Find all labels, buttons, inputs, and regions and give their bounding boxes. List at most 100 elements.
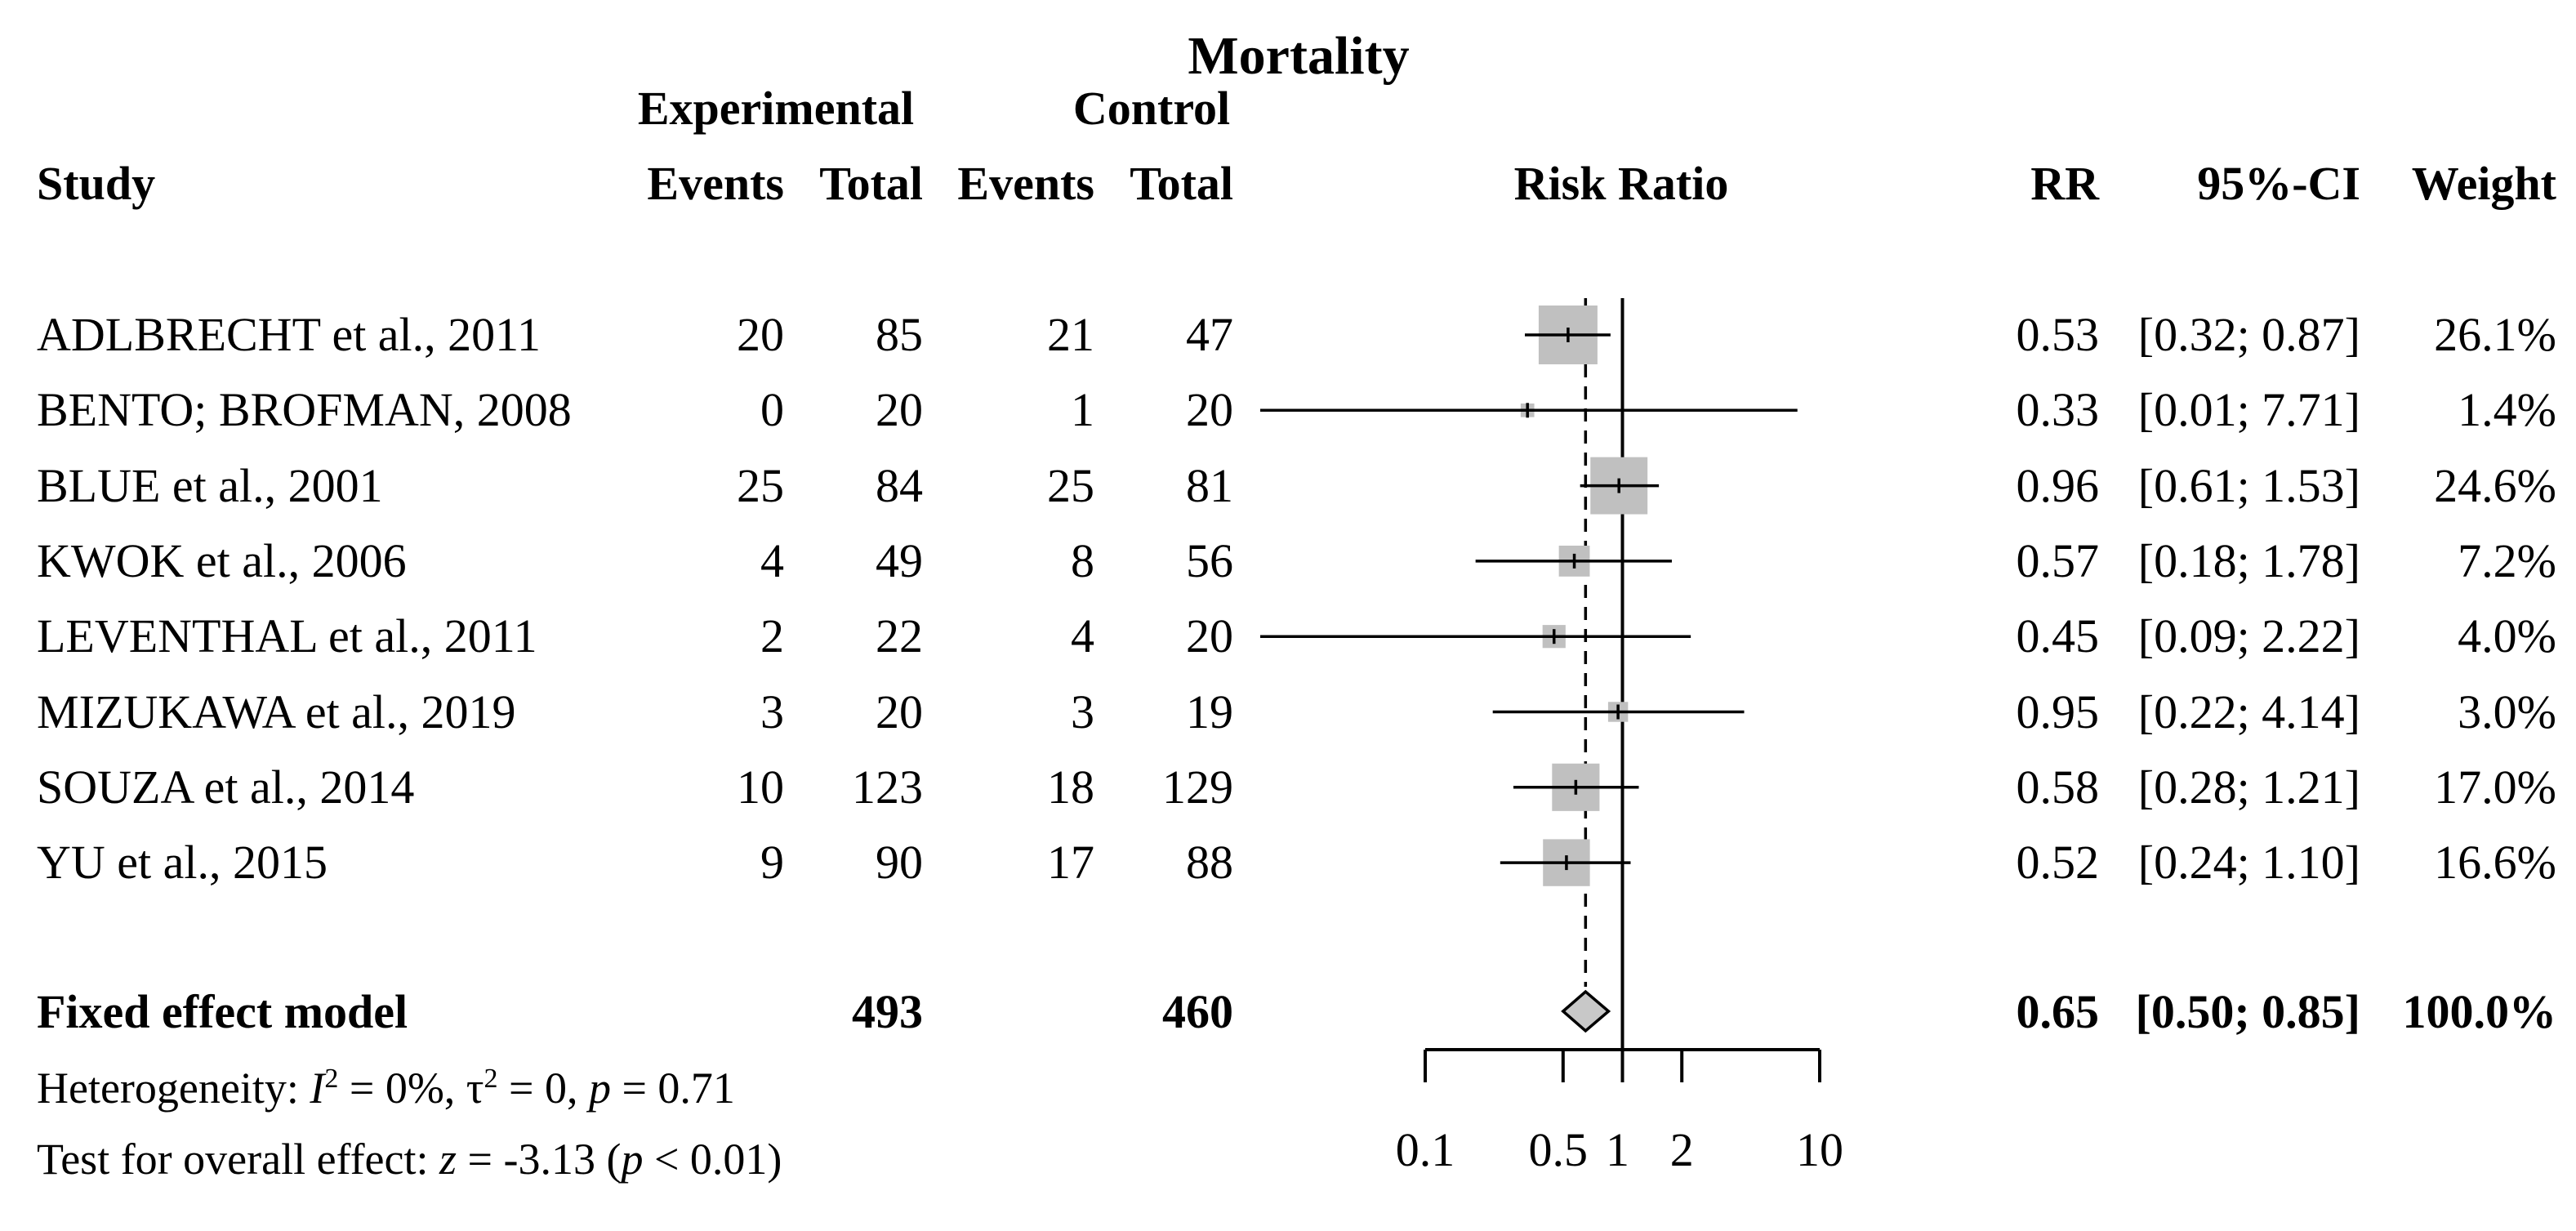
header-rr: RR <box>2030 157 2099 210</box>
i2-superscript: 2 <box>324 1064 339 1094</box>
header-exp-events: Events <box>647 157 784 210</box>
header-exp-total: Total <box>819 157 923 210</box>
experimental-group-label: Experimental <box>637 82 915 135</box>
study-name: LEVENTHAL et al., 2011 <box>37 609 537 663</box>
ci-value: [0.28; 1.21] <box>2137 760 2360 814</box>
weight-value: 16.6% <box>2434 836 2556 890</box>
ctl-events: 17 <box>1047 836 1094 890</box>
overall-p-value: < 0.01) <box>643 1135 782 1184</box>
heterogeneity-prefix: Heterogeneity: <box>37 1064 310 1113</box>
x-tick-label: 2 <box>1670 1123 1694 1176</box>
ci-value: [0.01; 7.71] <box>2137 383 2360 437</box>
ci-value: [0.22; 4.14] <box>2137 685 2360 738</box>
study-name: BLUE et al., 2001 <box>37 458 383 512</box>
exp-events: 20 <box>737 308 784 361</box>
rr-value: 0.95 <box>2016 685 2100 738</box>
study-name: SOUZA et al., 2014 <box>37 760 415 814</box>
exp-events: 0 <box>760 383 784 437</box>
header-weight: Weight <box>2411 157 2556 210</box>
exp-events: 9 <box>760 836 784 890</box>
summary-ci: [0.50; 0.85] <box>2135 985 2360 1038</box>
study-name: MIZUKAWA et al., 2019 <box>37 685 516 738</box>
exp-events: 25 <box>737 458 784 512</box>
het-p-value: = 0.71 <box>610 1064 735 1113</box>
ctl-events: 8 <box>1071 533 1094 587</box>
ctl-events: 21 <box>1047 308 1094 361</box>
header-study: Study <box>37 157 156 210</box>
z-symbol: z <box>439 1135 457 1184</box>
weight-value: 1.4% <box>2458 383 2556 437</box>
study-name: ADLBRECHT et al., 2011 <box>37 308 541 361</box>
summary-weight: 100.0% <box>2402 985 2557 1038</box>
summary-exp-total: 493 <box>852 985 923 1038</box>
header-risk-ratio: Risk Ratio <box>1513 157 1729 210</box>
exp-total: 49 <box>876 533 923 587</box>
summary-ctl-total: 460 <box>1162 985 1233 1038</box>
ctl-events: 1 <box>1071 383 1094 437</box>
rr-value: 0.96 <box>2016 458 2100 512</box>
tau-value: = 0, <box>497 1064 589 1113</box>
weight-value: 7.2% <box>2458 533 2556 587</box>
x-tick-label: 1 <box>1606 1123 1629 1176</box>
exp-total: 22 <box>876 609 923 663</box>
ctl-events: 25 <box>1047 458 1094 512</box>
summary-label: Fixed effect model <box>37 985 408 1038</box>
chart-title: Mortality <box>1188 26 1410 86</box>
study-name: KWOK et al., 2006 <box>37 533 407 587</box>
ctl-total: 47 <box>1186 308 1233 361</box>
ci-value: [0.24; 1.10] <box>2137 836 2360 890</box>
x-tick-label: 10 <box>1796 1123 1843 1176</box>
exp-total: 84 <box>876 458 923 512</box>
exp-total: 20 <box>876 383 923 437</box>
ctl-total: 20 <box>1186 383 1233 437</box>
tau-superscript: 2 <box>484 1064 498 1094</box>
rr-value: 0.57 <box>2016 533 2100 587</box>
summary-diamond <box>1561 989 1611 1033</box>
ci-value: [0.32; 0.87] <box>2137 308 2360 361</box>
weight-value: 4.0% <box>2458 609 2556 663</box>
rr-value: 0.53 <box>2016 308 2100 361</box>
header-ctl-total: Total <box>1130 157 1233 210</box>
ctl-total: 81 <box>1186 458 1233 512</box>
exp-total: 20 <box>876 685 923 738</box>
z-value: = -3.13 ( <box>457 1135 622 1184</box>
x-tick-label: 0.1 <box>1396 1123 1455 1176</box>
weight-value: 3.0% <box>2458 685 2556 738</box>
summary-rr: 0.65 <box>2016 985 2100 1038</box>
ci-value: [0.18; 1.78] <box>2137 533 2360 587</box>
ctl-total: 88 <box>1186 836 1233 890</box>
i2-value: = 0%, <box>338 1064 466 1113</box>
heterogeneity-text: Heterogeneity: I2 = 0%, τ2 = 0, p = 0.71 <box>37 1064 735 1113</box>
control-group-label: Control <box>1072 82 1231 135</box>
ctl-total: 56 <box>1186 533 1233 587</box>
study-name: YU et al., 2015 <box>37 836 328 890</box>
overall-prefix: Test for overall effect: <box>37 1135 439 1184</box>
weight-value: 26.1% <box>2434 308 2556 361</box>
header-ci: 95%-CI <box>2197 157 2360 210</box>
exp-total: 90 <box>876 836 923 890</box>
rr-value: 0.52 <box>2016 836 2100 890</box>
header-ctl-events: Events <box>957 157 1094 210</box>
exp-events: 4 <box>760 533 784 587</box>
overall-p-symbol: p <box>621 1135 644 1184</box>
rr-value: 0.58 <box>2016 760 2100 814</box>
ctl-total: 20 <box>1186 609 1233 663</box>
rr-value: 0.45 <box>2016 609 2100 663</box>
x-tick-label: 0.5 <box>1529 1123 1589 1176</box>
tau-symbol: τ <box>466 1064 484 1113</box>
exp-total: 85 <box>876 308 923 361</box>
ctl-total: 129 <box>1162 760 1233 814</box>
weight-value: 24.6% <box>2434 458 2556 512</box>
ctl-events: 3 <box>1071 685 1094 738</box>
ctl-total: 19 <box>1186 685 1233 738</box>
weight-value: 17.0% <box>2434 760 2556 814</box>
ctl-events: 4 <box>1071 609 1094 663</box>
rr-value: 0.33 <box>2016 383 2100 437</box>
het-p-symbol: p <box>588 1064 611 1113</box>
exp-total: 123 <box>852 760 923 814</box>
study-name: BENTO; BROFMAN, 2008 <box>37 383 572 437</box>
ci-value: [0.09; 2.22] <box>2137 609 2360 663</box>
ctl-events: 18 <box>1047 760 1094 814</box>
